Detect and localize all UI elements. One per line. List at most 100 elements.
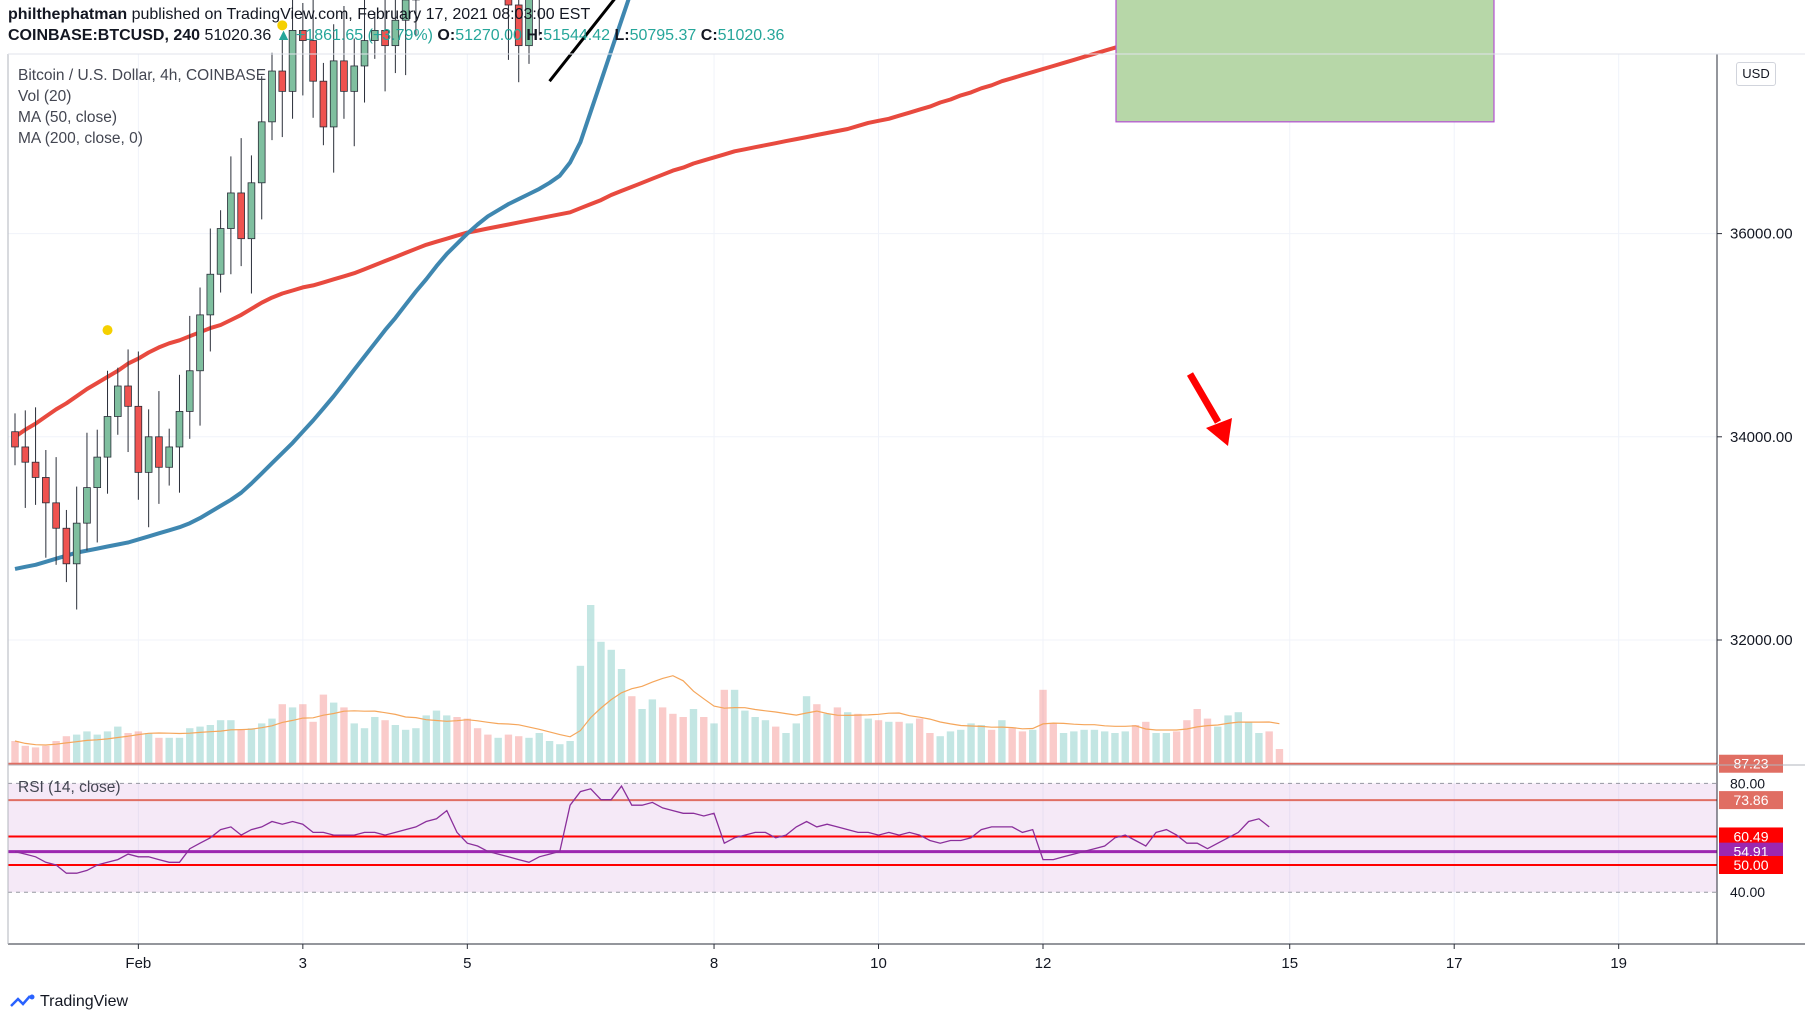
author-name[interactable]: philthephatman — [8, 6, 128, 23]
volume-bar — [299, 704, 307, 765]
tradingview-logo[interactable]: TradingView — [10, 993, 128, 1011]
candle-body — [185, 370, 194, 412]
volume-bar — [957, 729, 965, 765]
candle — [21, 410, 30, 508]
rsi-level-label: 50.00 — [1733, 857, 1768, 873]
rsi-level-badge — [1719, 791, 1783, 810]
candle-body — [175, 410, 184, 448]
candle-body — [114, 385, 122, 417]
volume-bar — [792, 723, 800, 765]
arrow-shaft — [1186, 372, 1222, 424]
candle — [538, 0, 540, 36]
volume-bar — [1111, 733, 1119, 765]
candle — [227, 156, 235, 275]
volume-bar — [309, 721, 317, 765]
candle-body — [52, 502, 60, 529]
candle — [319, 62, 328, 146]
candle — [381, 0, 389, 92]
candle — [155, 391, 163, 504]
candle — [257, 76, 266, 220]
candle-body — [371, 29, 379, 41]
volume-bar — [741, 710, 749, 765]
volume-bar — [1049, 723, 1057, 765]
volume-bar — [319, 694, 328, 765]
volume-bar — [843, 712, 852, 765]
time-tick-label: 19 — [1610, 955, 1627, 972]
volume-bar — [124, 733, 132, 765]
volume-bar — [1183, 720, 1191, 765]
candle — [42, 450, 50, 558]
volume-bar — [42, 745, 50, 765]
target-buy-zone: Target Buy — [1115, 0, 1495, 123]
candle-body — [391, 19, 400, 47]
legend-rsi[interactable]: RSI (14, close) — [18, 779, 121, 796]
volume-bar — [484, 734, 492, 765]
candle-body — [134, 405, 143, 473]
volume-bar — [1234, 712, 1243, 765]
candle — [237, 138, 245, 267]
candle-body — [144, 436, 153, 473]
volume-bar — [401, 729, 410, 765]
candle-body — [309, 40, 317, 82]
candle — [185, 315, 194, 439]
rsi-level-badge — [1719, 827, 1783, 846]
candle-body — [206, 273, 215, 316]
volume-bar — [11, 741, 19, 765]
candle-body — [103, 416, 112, 458]
volume-bar — [1142, 721, 1150, 765]
time-tick-label: 12 — [1035, 955, 1052, 972]
legend-vol[interactable]: Vol (20) — [18, 88, 72, 105]
candle-body — [319, 80, 328, 128]
volume-bar — [1244, 721, 1253, 765]
volume-bar — [936, 736, 944, 765]
time-tick-label: 10 — [870, 955, 887, 972]
volume-bar — [463, 718, 472, 765]
candle-body — [216, 228, 225, 275]
volume-bar — [607, 649, 615, 765]
signal-dot-icon — [102, 325, 113, 336]
volume-bar — [258, 723, 266, 765]
volume-bar — [813, 704, 821, 765]
volume-bar — [761, 720, 770, 765]
volume-bar — [628, 696, 636, 765]
legend-ma200[interactable]: MA (200, close, 0) — [18, 130, 143, 147]
candle-body — [288, 29, 297, 92]
arrow-head — [1206, 418, 1232, 446]
volume-bar — [1100, 731, 1109, 765]
candle — [309, 0, 317, 118]
ma50-line — [14, 0, 631, 571]
time-tick-label: 15 — [1281, 955, 1298, 972]
volume-bar — [576, 665, 585, 765]
volume-bar — [1224, 715, 1232, 765]
rsi-tick-label: 40.00 — [1730, 884, 1765, 900]
volume-bar — [144, 733, 153, 765]
volume-bar — [638, 709, 646, 765]
candle — [288, 0, 297, 119]
currency-button[interactable]: USD — [1736, 62, 1776, 86]
volume-bar — [1193, 709, 1201, 765]
last-price: 51020.36 — [204, 27, 272, 44]
volume-bar — [103, 731, 112, 765]
volume-bar — [1090, 729, 1099, 765]
volume-bar — [93, 734, 101, 765]
volume-bar — [134, 731, 143, 765]
volume-bar — [1152, 733, 1160, 765]
candle-body — [93, 456, 102, 488]
rsi-level-badge — [1719, 856, 1783, 874]
candle — [247, 155, 256, 294]
volume-bar — [391, 725, 400, 765]
volume-bar — [535, 733, 543, 765]
volume-bar — [823, 713, 831, 765]
volume-bar — [946, 731, 955, 765]
high-label: H: — [526, 27, 544, 44]
legend-ma50[interactable]: MA (50, close) — [18, 109, 118, 126]
volume-bar — [1008, 728, 1016, 765]
ma200-line — [13, 0, 1267, 439]
volume-bar — [504, 734, 513, 765]
candle — [134, 351, 143, 500]
volume-bar — [1070, 731, 1078, 765]
candle-body — [42, 477, 50, 504]
volume-bar — [247, 728, 256, 765]
volume-bar — [700, 717, 708, 765]
